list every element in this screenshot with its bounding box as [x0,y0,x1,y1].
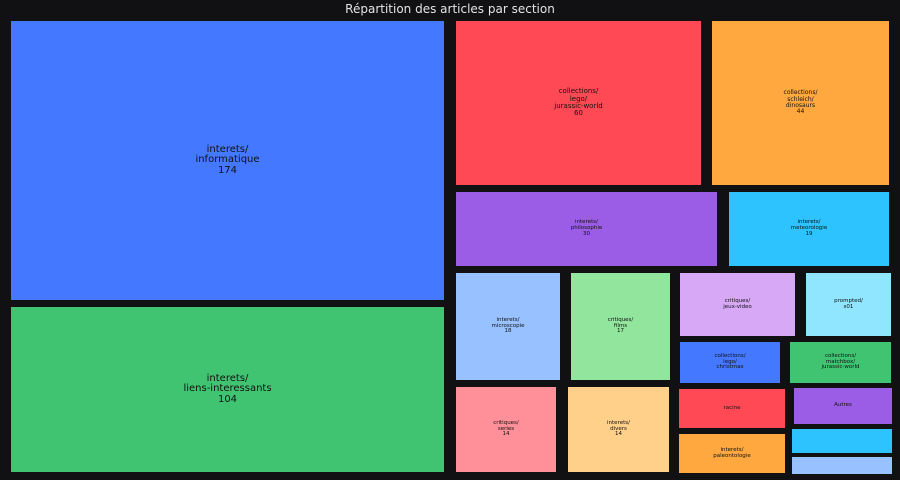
treemap-tile: critiques/ series 14 [456,387,556,472]
treemap-tile-label: collections/ matchbox/ jurassic-world [821,352,860,371]
treemap-tile-label: Autres [834,402,852,409]
treemap-tile-label: collections/ lego/ christmas [714,352,746,371]
treemap-tile: prompted/ s01 [806,273,891,336]
treemap-tile-label: collections/ schleich/ dinosaurs 44 [783,89,818,116]
treemap-tile: collections/ lego/ jurassic-world 60 [456,21,701,185]
treemap-tile: Autres [794,388,892,424]
treemap-tile [792,429,892,453]
treemap-tile: interets/ philosophie 30 [456,192,717,266]
treemap-tile-label: interets/ meteorologie 19 [790,219,828,237]
treemap-tile-label: interets/ philosophie 30 [570,219,603,237]
treemap-tile: interets/ divers 14 [568,387,669,472]
treemap-tile-label: prompted/ s01 [834,297,863,310]
treemap-tile: critiques/ jeux-video [680,273,795,336]
treemap-tile: collections/ schleich/ dinosaurs 44 [712,21,889,185]
treemap-tile-label [792,429,892,453]
treemap-tile [792,457,892,474]
treemap-tile-label: collections/ lego/ jurassic-world 60 [554,87,603,118]
treemap-tile-label: interets/ paleontologie [713,446,751,459]
treemap-tile: racine [679,389,785,428]
chart-title: Répartition des articles par section [345,2,555,16]
treemap-tile-label: critiques/ jeux-video [723,297,752,310]
treemap-tile: interets/ informatique 174 [11,21,444,300]
treemap-tile: interets/ meteorologie 19 [729,192,889,266]
treemap-tile: collections/ matchbox/ jurassic-world [790,342,891,383]
treemap-tile: interets/ microscopie 18 [456,273,560,380]
treemap-tile-label: racine [723,404,741,411]
treemap-tile: interets/ paleontologie [679,434,785,473]
treemap-tile: collections/ lego/ christmas [680,342,780,383]
treemap-tile-label: interets/ divers 14 [607,419,630,438]
treemap-tile-label [792,457,892,474]
treemap-tile: critiques/ films 17 [571,273,670,380]
treemap-tile-label: interets/ informatique 174 [195,143,260,176]
treemap-tile-label: interets/ microscopie 18 [491,316,525,335]
treemap-tile-label: critiques/ series 14 [493,419,519,438]
treemap-tile-label: critiques/ films 17 [607,316,634,335]
treemap-tile-label: interets/ liens-interessants 104 [183,372,272,405]
treemap-tile: interets/ liens-interessants 104 [11,307,444,472]
